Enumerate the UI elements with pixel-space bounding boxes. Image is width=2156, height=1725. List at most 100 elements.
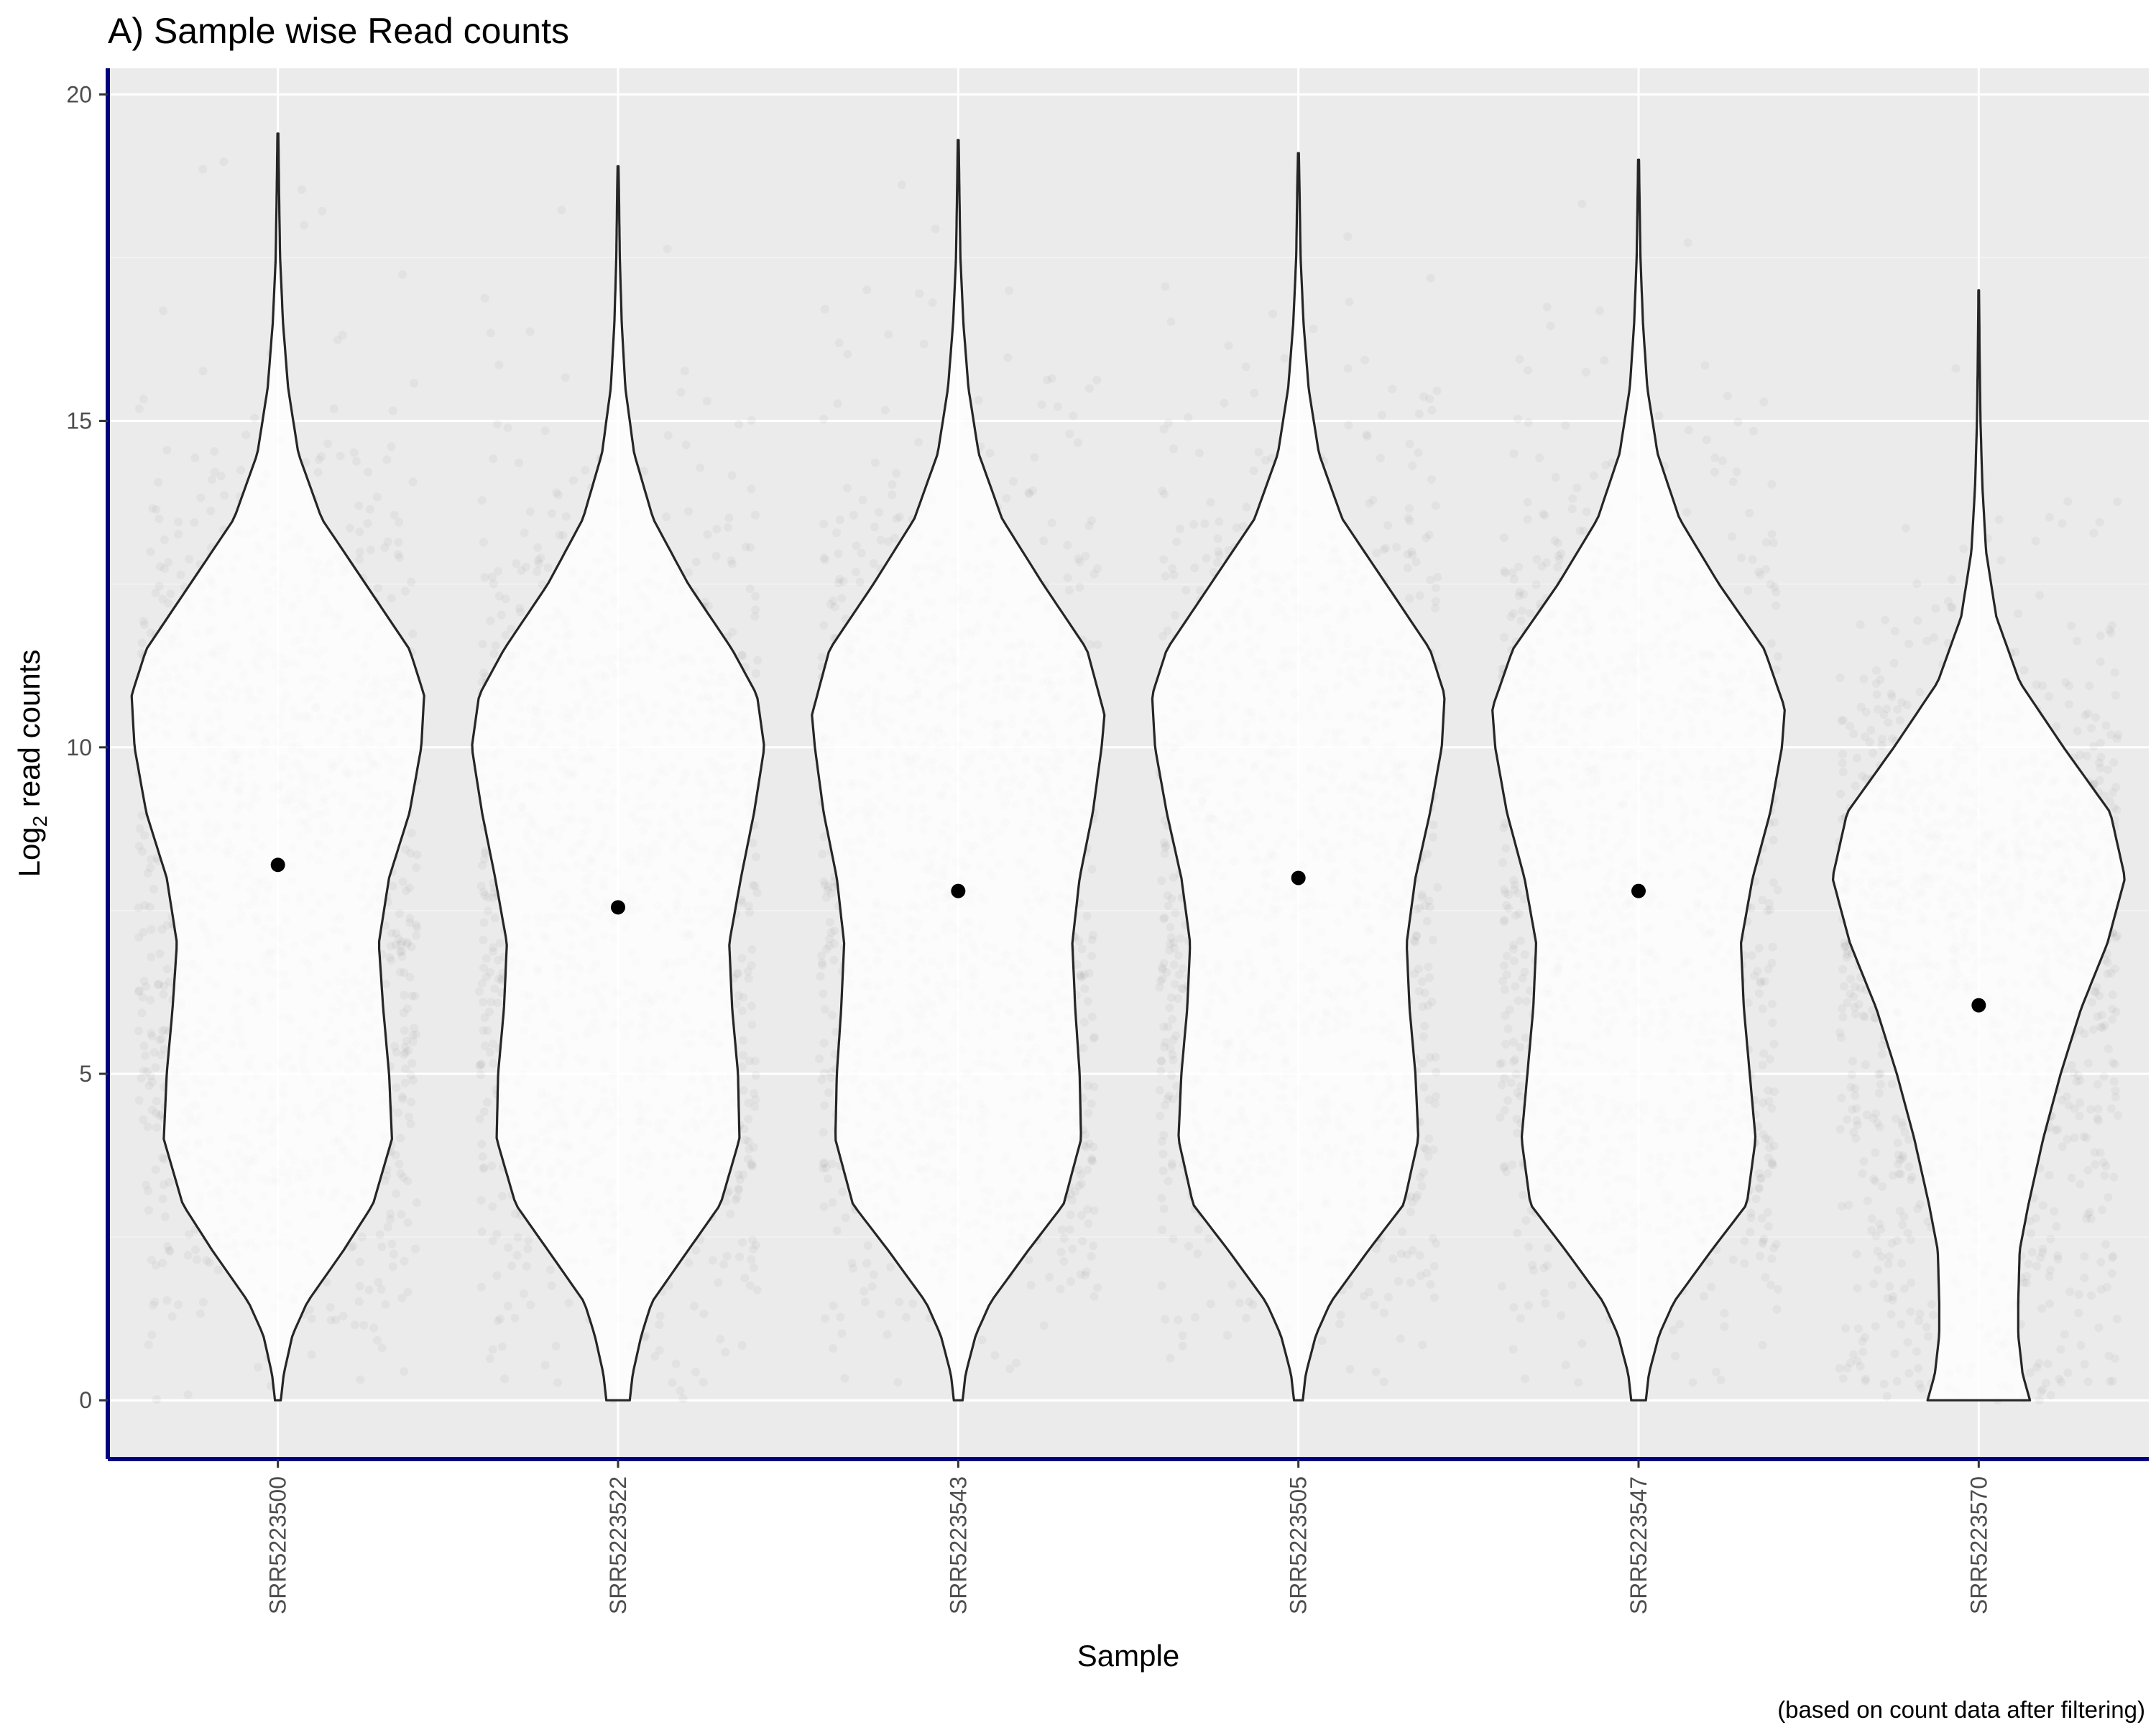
jitter-point [1427, 405, 1437, 415]
jitter-point [1084, 384, 1094, 393]
jitter-point [480, 891, 489, 900]
jitter-point [489, 1039, 497, 1049]
jitter-point [396, 1169, 405, 1178]
jitter-point [489, 579, 498, 589]
jitter-point [413, 923, 422, 932]
jitter-point [1235, 1298, 1244, 1307]
jitter-point [1075, 557, 1084, 566]
jitter-point [150, 1297, 160, 1307]
jitter-point [1431, 583, 1440, 592]
jitter-point [1084, 1219, 1093, 1228]
jitter-point [1403, 1250, 1412, 1259]
jitter-point [355, 555, 364, 564]
jitter-point [749, 1143, 758, 1152]
jitter-point [413, 850, 422, 860]
jitter-point [144, 1205, 153, 1215]
jitter-point [1077, 1211, 1087, 1220]
jitter-point [513, 1233, 522, 1242]
jitter-point [824, 1174, 833, 1183]
jitter-point [407, 1098, 416, 1107]
jitter-point [1431, 501, 1440, 510]
jitter-point [220, 491, 229, 500]
jitter-point [747, 1255, 756, 1264]
jitter-point [480, 293, 489, 303]
jitter-point [747, 1161, 756, 1170]
jitter-point [479, 668, 488, 678]
jitter-point [397, 1210, 406, 1219]
jitter-point [490, 984, 499, 993]
jitter-point [655, 1311, 665, 1320]
jitter-point [164, 558, 173, 567]
jitter-point [744, 1098, 753, 1108]
jitter-point [833, 399, 842, 408]
jitter-point [1419, 1032, 1428, 1041]
jitter-point [507, 1261, 517, 1271]
jitter-point [870, 523, 879, 532]
jitter-point [1157, 876, 1166, 886]
jitter-point [1166, 1353, 1175, 1363]
jitter-point [1242, 502, 1251, 512]
jitter-point [323, 439, 333, 448]
jitter-point [479, 1026, 488, 1035]
jitter-point [387, 942, 396, 951]
jitter-point [475, 1114, 484, 1123]
jitter-point [745, 1281, 755, 1290]
jitter-point [524, 1236, 533, 1245]
jitter-point [134, 986, 144, 995]
jitter-point [195, 1309, 205, 1318]
jitter-point [143, 1122, 152, 1131]
jitter-point [684, 1258, 694, 1267]
jitter-point [712, 525, 722, 534]
jitter-point [750, 1089, 758, 1098]
jitter-point [1025, 489, 1034, 499]
jitter-point [1159, 555, 1169, 564]
jitter-point [819, 414, 829, 423]
jitter-point [1077, 944, 1087, 954]
jitter-point [724, 513, 734, 523]
jitter-point [540, 426, 550, 436]
jitter-point [840, 1374, 849, 1383]
jitter-point [392, 929, 401, 938]
jitter-point [838, 1187, 847, 1197]
jitter-point [497, 610, 506, 620]
jitter-point [676, 1386, 685, 1395]
jitter-point [662, 512, 671, 522]
jitter-point [152, 505, 161, 514]
jitter-point [483, 1098, 492, 1107]
jitter-point [931, 224, 940, 234]
jitter-point [1169, 1234, 1178, 1243]
jitter-point [155, 514, 164, 523]
jitter-point [1422, 1269, 1432, 1278]
jitter-point [134, 1096, 144, 1105]
jitter-point [849, 510, 858, 520]
jitter-point [740, 1274, 750, 1283]
jitter-point [1433, 573, 1442, 581]
jitter-point [1419, 1168, 1428, 1177]
chart-title: A) Sample wise Read counts [108, 11, 569, 51]
jitter-point [1161, 1038, 1170, 1047]
jitter-point [406, 1119, 415, 1128]
jitter-point [174, 518, 183, 527]
jitter-point [1009, 477, 1018, 486]
jitter-point [1076, 970, 1085, 979]
jitter-point [1241, 362, 1250, 372]
jitter-point [374, 584, 382, 593]
jitter-point [490, 914, 499, 923]
jitter-point [488, 1202, 497, 1211]
jitter-point [383, 1223, 392, 1232]
jitter-point [400, 990, 409, 1000]
jitter-point [383, 537, 392, 546]
jitter-point [408, 1031, 418, 1040]
jitter-point [155, 1110, 165, 1120]
jitter-point [1432, 1239, 1441, 1248]
jitter-point [1411, 937, 1420, 947]
jitter-point [1206, 497, 1215, 507]
jitter-point [974, 395, 983, 405]
jitter-point [407, 577, 416, 586]
jitter-point [1184, 1241, 1193, 1251]
jitter-point [737, 1341, 747, 1350]
jitter-point [487, 998, 496, 1007]
jitter-point [1193, 1249, 1202, 1259]
jitter-point [1161, 843, 1170, 852]
